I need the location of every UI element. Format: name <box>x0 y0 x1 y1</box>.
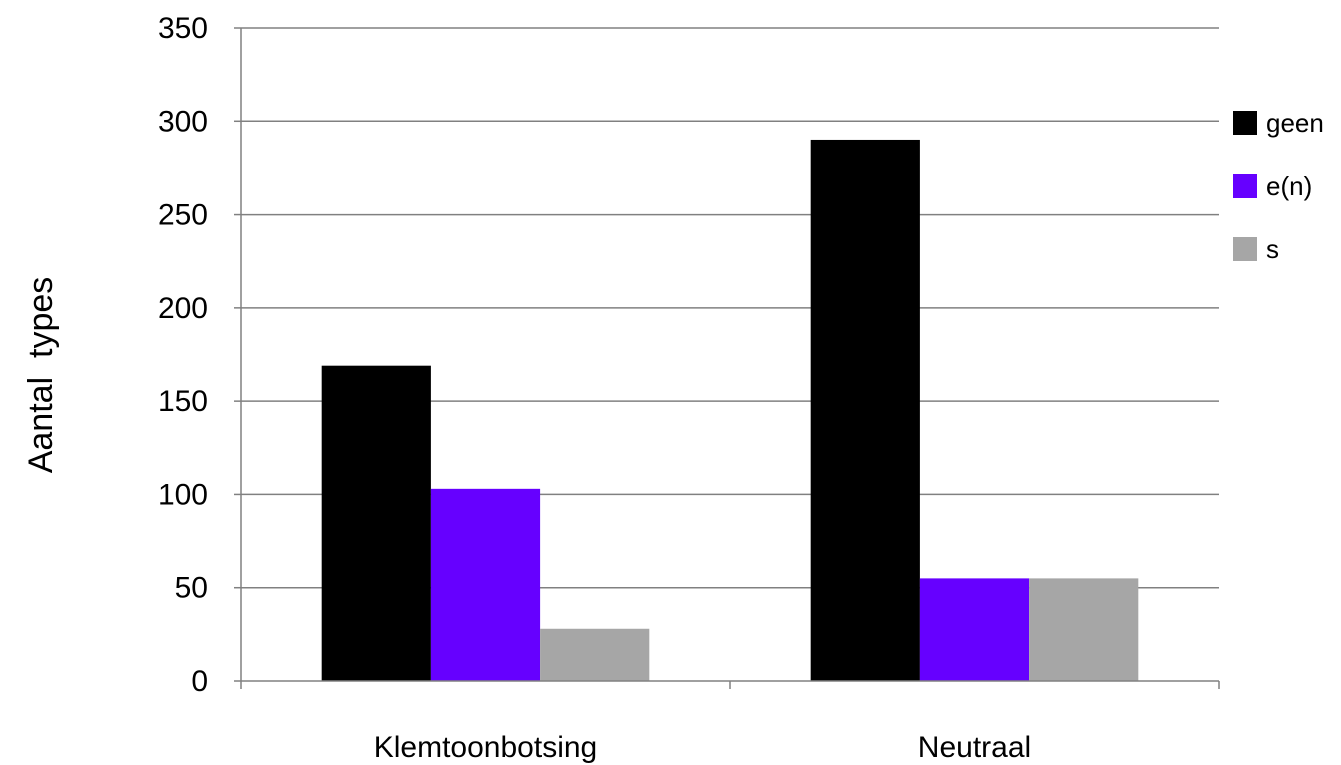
bar-en-0 <box>430 488 541 681</box>
x-tick-labels: Klemtoonbotsing Neutraal <box>374 731 1031 764</box>
bar-en-1 <box>919 578 1030 681</box>
axes <box>240 28 1219 689</box>
bar-s-1 <box>1029 578 1139 681</box>
y-tick-label: 200 <box>158 292 208 325</box>
y-tick-label: 50 <box>175 572 208 605</box>
bars <box>321 139 1139 681</box>
legend-label: s <box>1266 234 1279 264</box>
y-tick-label: 150 <box>158 385 208 418</box>
y-tick-labels: 0 50 100 150 200 250 300 350 <box>158 12 208 698</box>
legend-label: e(n) <box>1266 171 1312 201</box>
legend-swatch <box>1233 111 1257 135</box>
x-tick-label: Neutraal <box>918 731 1031 764</box>
legend-swatch <box>1233 237 1257 261</box>
y-tick-label: 300 <box>158 105 208 138</box>
bar-geen-1 <box>810 139 920 681</box>
y-tick-label: 350 <box>158 12 208 45</box>
bar-s-0 <box>540 628 650 681</box>
y-axis-title: Aantal types <box>22 277 60 474</box>
legend-label: geen <box>1266 108 1324 138</box>
x-tick-label: Klemtoonbotsing <box>374 731 597 764</box>
legend-swatch <box>1233 174 1257 198</box>
y-tick-label: 100 <box>158 478 208 511</box>
y-tick-label: 0 <box>191 665 208 698</box>
bar-geen-0 <box>321 365 431 681</box>
y-tick-label: 250 <box>158 199 208 232</box>
legend: geen e(n) s <box>1233 108 1324 264</box>
